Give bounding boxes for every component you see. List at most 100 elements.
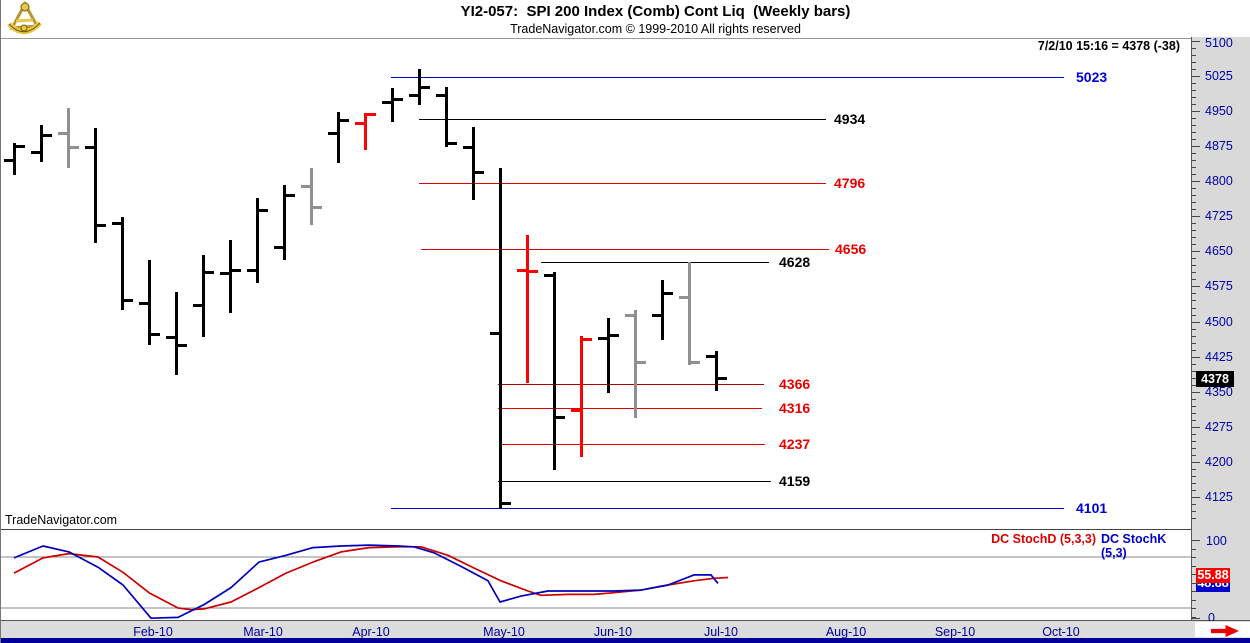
ohlc-bar[interactable] bbox=[517, 234, 538, 384]
ohlc-bar[interactable] bbox=[463, 126, 484, 201]
level-line-4656[interactable] bbox=[421, 248, 829, 250]
bar-close-tick bbox=[367, 112, 376, 116]
bar-range-line bbox=[661, 279, 664, 340]
price-chart-area[interactable]: 5023 4934 4796 4656 4628 4366 4316 4237 4159 4101 bbox=[1, 38, 1191, 530]
ohlc-bar[interactable] bbox=[247, 197, 268, 284]
level-line-4934[interactable] bbox=[419, 118, 826, 120]
bar-open-tick bbox=[4, 159, 13, 163]
ohlc-bar[interactable] bbox=[58, 107, 79, 169]
price-axis-label: 4425 bbox=[1205, 349, 1233, 364]
ohlc-bar[interactable] bbox=[490, 167, 511, 510]
bar-open-tick bbox=[382, 100, 391, 104]
price-axis-label: 4650 bbox=[1205, 244, 1233, 259]
ohlc-bar[interactable] bbox=[598, 317, 619, 394]
ohlc-bar[interactable] bbox=[220, 239, 241, 314]
bar-range-line bbox=[256, 198, 259, 284]
bar-open-tick bbox=[544, 273, 553, 277]
bar-open-tick bbox=[598, 336, 607, 340]
price-axis-label: 4500 bbox=[1205, 314, 1233, 329]
bar-close-tick bbox=[637, 361, 646, 365]
ohlc-bar[interactable] bbox=[328, 111, 349, 164]
bar-open-tick bbox=[58, 132, 67, 136]
trade-navigator-logo bbox=[4, 0, 44, 41]
ohlc-bar[interactable] bbox=[31, 124, 52, 163]
bar-open-tick bbox=[571, 408, 580, 412]
level-line-4316[interactable] bbox=[498, 407, 762, 409]
ohlc-bar[interactable] bbox=[355, 112, 376, 151]
ohlc-bar[interactable] bbox=[436, 86, 457, 148]
ohlc-bar[interactable] bbox=[301, 167, 322, 226]
ohlc-bar[interactable] bbox=[652, 279, 673, 341]
bar-range-line bbox=[526, 235, 529, 383]
level-label-4366[interactable]: 4366 bbox=[779, 376, 811, 393]
level-line-4237[interactable] bbox=[501, 444, 765, 446]
price-axis-tick bbox=[1192, 454, 1196, 456]
price-axis-tick bbox=[1192, 342, 1196, 344]
price-axis-tick bbox=[1192, 356, 1200, 358]
stochastic-lines bbox=[1, 544, 1191, 620]
level-line-5023[interactable] bbox=[391, 77, 1064, 78]
price-axis-tick bbox=[1192, 258, 1196, 260]
ohlc-bar[interactable] bbox=[274, 184, 295, 261]
bar-range-line bbox=[553, 271, 556, 471]
ohlc-bar[interactable] bbox=[382, 87, 403, 123]
bar-close-tick bbox=[43, 133, 52, 137]
ohlc-bar[interactable] bbox=[571, 335, 592, 458]
level-label-4159[interactable]: 4159 bbox=[779, 472, 811, 489]
ohlc-bar[interactable] bbox=[4, 142, 25, 176]
ohlc-bar[interactable] bbox=[139, 259, 160, 346]
ohlc-bar[interactable] bbox=[193, 254, 214, 338]
price-axis-tick bbox=[1192, 363, 1196, 365]
price-axis-tick bbox=[1192, 475, 1196, 477]
bar-open-tick bbox=[247, 269, 256, 273]
bar-close-tick bbox=[502, 501, 511, 505]
level-label-4628[interactable]: 4628 bbox=[779, 253, 811, 270]
date-axis: Feb-10 Mar-10 Apr-10 May-10 Jun-10 Jul-10 Aug-… bbox=[1, 621, 1250, 643]
stochastic-panel[interactable] bbox=[1, 531, 1191, 620]
bar-close-tick bbox=[151, 333, 160, 337]
price-axis-label: 5100 bbox=[1205, 36, 1233, 50]
bar-open-tick bbox=[652, 313, 661, 317]
stochk-line[interactable] bbox=[13, 544, 719, 620]
ohlc-bar[interactable] bbox=[112, 216, 133, 311]
price-axis-tick bbox=[1192, 300, 1196, 302]
month-label-apr-10: Apr-10 bbox=[352, 625, 390, 639]
ohlc-bar[interactable] bbox=[544, 271, 565, 471]
price-axis[interactable] bbox=[1191, 37, 1250, 621]
bar-range-line bbox=[148, 259, 151, 345]
horizontal-scrollbar[interactable] bbox=[1, 638, 1250, 643]
stoch-axis-label-0: 0 bbox=[1208, 611, 1215, 625]
ohlc-bar[interactable] bbox=[409, 68, 430, 107]
bar-range-line bbox=[67, 107, 70, 169]
ohlc-bar[interactable] bbox=[679, 261, 700, 366]
price-axis-tick bbox=[1192, 384, 1196, 386]
price-axis-tick bbox=[1192, 419, 1196, 421]
bar-range-line bbox=[13, 142, 16, 176]
bar-open-tick bbox=[31, 150, 40, 154]
ohlc-bar[interactable] bbox=[166, 291, 187, 376]
level-line-4628[interactable] bbox=[541, 261, 769, 263]
price-axis-tick bbox=[1192, 468, 1196, 470]
bar-open-tick bbox=[274, 245, 283, 249]
bar-range-line bbox=[310, 168, 313, 226]
bar-open-tick bbox=[463, 146, 472, 150]
ohlc-bar[interactable] bbox=[706, 350, 727, 392]
level-label-4656[interactable]: 4656 bbox=[835, 240, 867, 257]
price-axis-tick bbox=[1192, 517, 1196, 519]
level-label-4101[interactable]: 4101 bbox=[1076, 500, 1108, 516]
legend-stochd[interactable]: DC StochD (5,3,3) bbox=[991, 532, 1096, 546]
level-line-4366[interactable] bbox=[498, 384, 764, 386]
level-line-4101[interactable] bbox=[391, 508, 1064, 509]
level-label-4316[interactable]: 4316 bbox=[779, 399, 811, 416]
ohlc-bar[interactable] bbox=[625, 309, 646, 419]
stochd-line[interactable] bbox=[13, 545, 729, 611]
level-label-4237[interactable]: 4237 bbox=[779, 436, 811, 453]
level-label-5023[interactable]: 5023 bbox=[1076, 69, 1108, 85]
level-line-4796[interactable] bbox=[419, 183, 826, 185]
legend-stochk[interactable]: DC StochK (5,3) bbox=[1101, 532, 1167, 560]
level-label-4934[interactable]: 4934 bbox=[834, 110, 866, 127]
level-label-4796[interactable]: 4796 bbox=[834, 175, 866, 192]
ohlc-bar[interactable] bbox=[85, 127, 106, 244]
price-axis-tick bbox=[1192, 62, 1196, 63]
level-line-4159[interactable] bbox=[498, 480, 771, 482]
